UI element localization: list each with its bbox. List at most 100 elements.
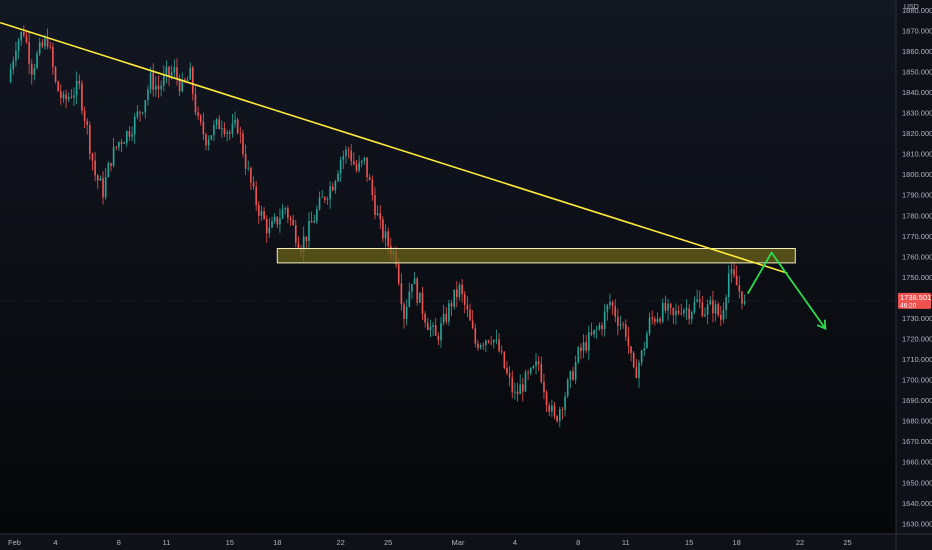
candle-body [479, 345, 482, 349]
candle-body [59, 91, 62, 99]
candle-body [416, 278, 419, 303]
candle-body [474, 328, 477, 344]
candle-body [350, 150, 353, 162]
time-tick-label: 22 [336, 538, 344, 547]
candle-body [635, 367, 638, 378]
price-tick-label: 1820.000 [902, 129, 932, 138]
candle-body [136, 111, 139, 117]
candle-body [556, 416, 558, 422]
candle-body [495, 339, 498, 341]
candle-body [701, 302, 704, 317]
candle-body [617, 316, 619, 326]
price-tick-label: 1650.000 [902, 478, 932, 487]
candle-body [503, 351, 506, 368]
candle-body [321, 197, 323, 199]
candle-body [690, 312, 693, 320]
projection-arrow [746, 250, 827, 330]
candle-body [529, 368, 532, 374]
candle-body [471, 320, 474, 329]
candle-body [598, 325, 601, 330]
candle-body [152, 72, 155, 90]
price-tick-label: 1880.000 [902, 6, 932, 15]
candle-body [38, 42, 41, 54]
candle-body [611, 301, 614, 307]
time-tick-label: 8 [117, 538, 121, 547]
price-axis-panel[interactable] [896, 0, 932, 550]
candle-body [23, 32, 25, 36]
candle-body [110, 162, 112, 166]
candle-body [638, 362, 640, 378]
candle-body [738, 285, 741, 292]
candle-body [139, 111, 141, 113]
candle-body [189, 67, 191, 80]
currency-label: USD [904, 4, 919, 11]
candle-body [659, 318, 661, 322]
candle-body [675, 310, 677, 316]
candle-body [17, 40, 20, 51]
candle-body [485, 340, 487, 346]
candle-body [482, 345, 485, 346]
candle-body [440, 323, 442, 341]
candle-body [81, 83, 83, 111]
candle-body [733, 269, 735, 276]
candle-body [46, 38, 49, 47]
price-tick-label: 1710.000 [902, 355, 932, 364]
candle-body [508, 373, 511, 378]
time-tick-label: 15 [685, 538, 693, 547]
candle-body [273, 216, 276, 222]
candle-body [94, 160, 96, 176]
time-tick-label: 8 [576, 538, 580, 547]
candle-body [236, 119, 239, 133]
candle-body [545, 392, 548, 406]
candle-body [115, 146, 118, 148]
candle-body [421, 292, 424, 314]
candle-body [548, 405, 551, 412]
candle-body [125, 131, 128, 143]
candle-body [595, 329, 598, 331]
candle-body [202, 121, 205, 135]
candle-body [680, 312, 683, 314]
time-tick-label: 25 [843, 538, 851, 547]
trendline [0, 21, 788, 274]
price-tick-label: 1810.000 [902, 150, 932, 159]
candle-body [540, 364, 543, 382]
candle-body [603, 311, 606, 330]
candle-body [247, 167, 250, 169]
candle-body [514, 391, 516, 393]
time-axis-panel[interactable] [0, 534, 896, 550]
candle-body [466, 304, 469, 310]
time-tick-label: 22 [796, 538, 804, 547]
candle-body [593, 330, 595, 335]
candles-group [9, 25, 746, 428]
price-tick-label: 1640.000 [902, 499, 932, 508]
candle-body [712, 300, 714, 314]
candle-body [294, 225, 297, 243]
candle-body [157, 85, 160, 90]
candle-body [178, 78, 181, 92]
candle-body [566, 379, 569, 397]
candle-body [511, 377, 514, 393]
candle-body [337, 173, 339, 182]
candle-body [561, 409, 564, 411]
candle-body [49, 46, 52, 48]
candle-body [12, 60, 15, 70]
candle-body [73, 95, 75, 98]
time-tick-label: 15 [226, 538, 234, 547]
candle-body [173, 67, 176, 73]
candle-body [606, 305, 609, 312]
candle-body [305, 236, 308, 241]
candle-body [41, 42, 44, 47]
candle-body [696, 299, 698, 302]
price-tick-label: 1660.000 [902, 458, 932, 467]
price-tick-label: 1730.000 [902, 314, 932, 323]
candle-body [168, 66, 170, 76]
candle-body [257, 205, 260, 216]
candle-body [648, 317, 651, 334]
candle-body [400, 283, 403, 305]
candle-body [582, 342, 585, 352]
candle-body [260, 211, 263, 216]
